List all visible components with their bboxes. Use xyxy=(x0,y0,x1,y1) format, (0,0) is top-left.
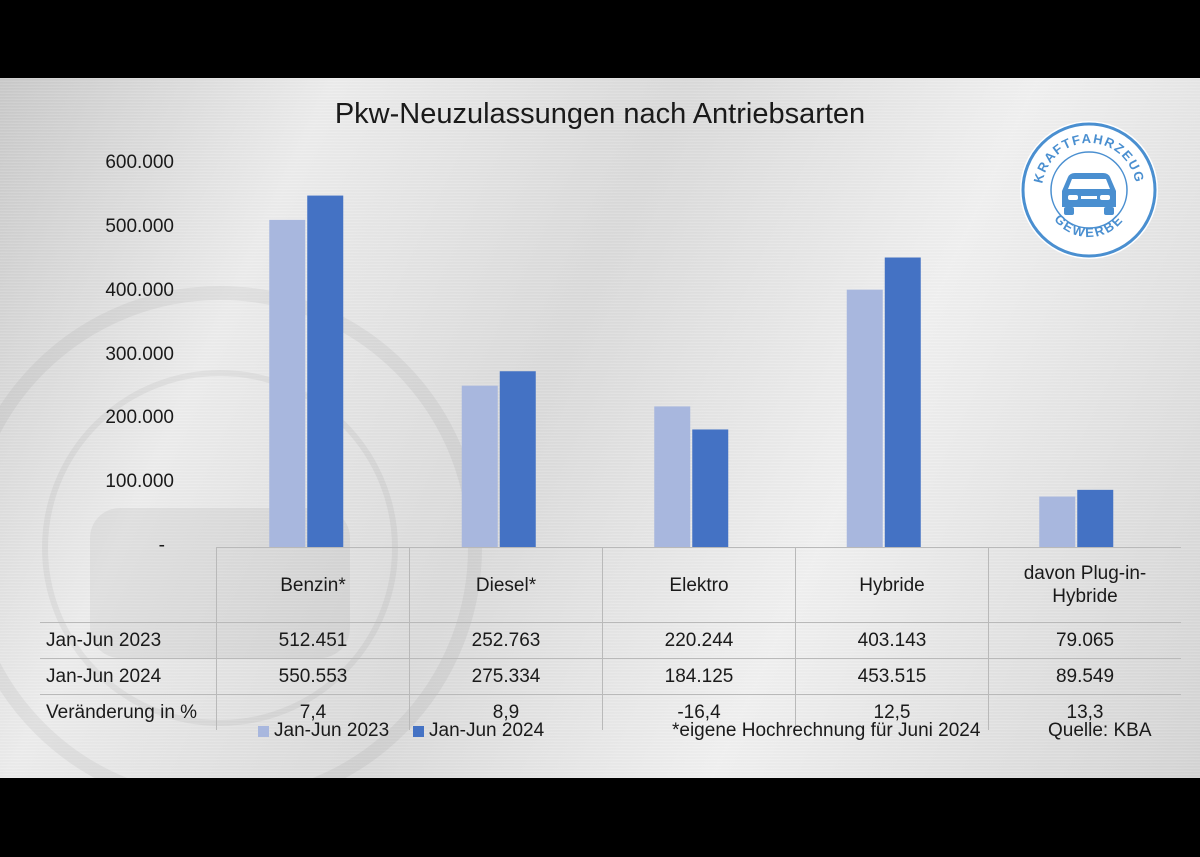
table-header-cell: Hybride xyxy=(795,547,989,623)
legend-item-2024: Jan-Jun 2024 xyxy=(413,720,544,742)
y-tick-label: 300.000 xyxy=(105,343,174,365)
table-row: Jan-Jun 2024 550.553 275.334 184.125 453… xyxy=(40,658,1181,695)
table-cell: 7,4 xyxy=(216,694,410,730)
table-header-text: davon Plug-in-Hybride xyxy=(1023,563,1147,607)
table-cell: 275.334 xyxy=(409,658,603,695)
y-tick-label: 100.000 xyxy=(105,471,174,493)
bar-chart xyxy=(269,195,1114,548)
footnote: *eigene Hochrechnung für Juni 2024 xyxy=(672,720,981,741)
legend-swatch-2024 xyxy=(413,725,424,737)
car-icon xyxy=(1062,173,1116,215)
table-cell: 512.451 xyxy=(216,622,410,659)
bar-2023-3 xyxy=(846,289,883,547)
y-tick-label: 400.000 xyxy=(105,279,174,301)
bar-2023-1 xyxy=(461,385,498,547)
bar-2024-1 xyxy=(499,371,536,547)
table-cell: 403.143 xyxy=(795,622,989,659)
table-cell: 550.553 xyxy=(216,658,410,695)
y-tick-label: 600.000 xyxy=(105,152,174,173)
table-cell: 252.763 xyxy=(409,622,603,659)
bar-2024-2 xyxy=(692,429,729,547)
legend-swatch-2023 xyxy=(258,725,269,737)
bar-2023-4 xyxy=(1039,496,1076,547)
table-cell: 453.515 xyxy=(795,658,989,695)
bar-2024-0 xyxy=(307,195,344,547)
chart-panel: Pkw-Neuzulassungen nach Antriebsarten Be… xyxy=(0,78,1200,778)
table-cell: 89.549 xyxy=(988,658,1181,695)
table-cell: 13,3 xyxy=(988,694,1181,730)
row-label: Jan-Jun 2023 xyxy=(40,622,217,659)
chart-title: Pkw-Neuzulassungen nach Antriebsarten xyxy=(334,98,866,130)
bar-2023-2 xyxy=(654,406,691,547)
source-label: Quelle: KBA xyxy=(1048,720,1152,741)
table-header-cell: Benzin* xyxy=(216,547,410,623)
table-row: Jan-Jun 2023 512.451 252.763 220.244 403… xyxy=(40,622,1181,659)
table-cell: 184.125 xyxy=(602,658,796,695)
bar-2024-3 xyxy=(884,257,921,547)
legend-item-2023: Jan-Jun 2023 xyxy=(258,720,389,742)
bar-2023-0 xyxy=(269,219,306,548)
table-cell: -16,4 xyxy=(602,694,796,730)
table-cell: 12,5 xyxy=(795,694,989,730)
table-header-cell: Diesel* xyxy=(409,547,603,623)
y-tick-label: 200.000 xyxy=(105,407,174,429)
table-cell: 8,9 xyxy=(409,694,603,730)
y-tick-label: - xyxy=(158,535,165,556)
y-tick-label: 500.000 xyxy=(105,215,174,237)
data-table: Benzin* Diesel* Elektro Hybride davon Pl… xyxy=(40,547,1181,730)
table-cell: 220.244 xyxy=(602,622,796,659)
table-row: Veränderung in % 7,4 8,9 -16,4 12,5 13,3 xyxy=(40,694,1181,730)
legend-label: Jan-Jun 2023 xyxy=(274,720,390,741)
bar-2024-4 xyxy=(1077,489,1114,547)
table-header-cell: davon Plug-in-Hybride xyxy=(988,547,1181,623)
legend-label: Jan-Jun 2024 xyxy=(429,720,545,741)
table-header-cell: Elektro xyxy=(602,547,796,623)
kraftfahrzeug-gewerbe-logo: KRAFTFAHRZEUG GEWERBE xyxy=(1020,121,1158,259)
row-label: Jan-Jun 2024 xyxy=(40,658,217,695)
table-header-row: Benzin* Diesel* Elektro Hybride davon Pl… xyxy=(40,547,1181,623)
row-label: Veränderung in % xyxy=(40,694,217,730)
table-cell: 79.065 xyxy=(988,622,1181,659)
table-corner-cell xyxy=(40,548,217,623)
